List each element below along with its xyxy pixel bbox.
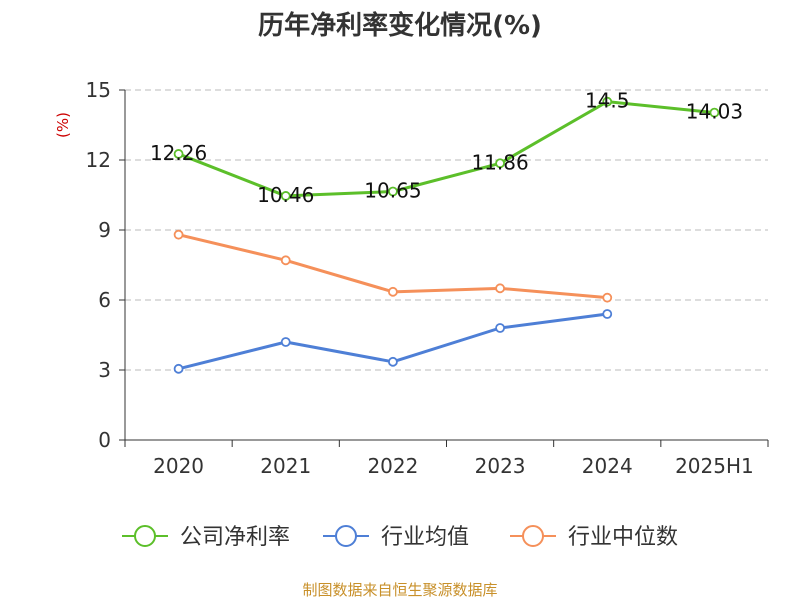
series-group xyxy=(173,96,720,374)
series-line-0 xyxy=(177,100,716,198)
data-point xyxy=(173,229,184,240)
data-point xyxy=(388,186,398,197)
data-point xyxy=(173,363,184,374)
data-label: 12.26 xyxy=(150,141,207,165)
data-point xyxy=(280,255,291,266)
y-tick-label: 3 xyxy=(98,358,111,382)
y-axis-unit-label: (%) xyxy=(54,112,72,138)
data-point xyxy=(709,107,720,118)
y-tick-label: 9 xyxy=(98,218,111,242)
legend-marker-0 xyxy=(134,525,156,547)
data-point xyxy=(495,158,505,169)
legend-marker-1 xyxy=(335,525,357,547)
source-note: 制图数据来自恒生聚源数据库 xyxy=(302,581,497,599)
legend-label-0: 公司净利率 xyxy=(180,525,290,550)
data-label: 11.86 xyxy=(471,150,528,174)
data-point xyxy=(602,309,613,319)
data-label: 10.65 xyxy=(364,179,421,203)
legend-label-1: 行业均值 xyxy=(381,525,469,550)
data-label: 14.03 xyxy=(686,100,743,124)
data-label: 10.46 xyxy=(257,183,314,207)
x-tick-label: 2023 xyxy=(475,454,526,478)
x-tick-label: 2022 xyxy=(367,454,418,478)
data-point xyxy=(173,149,184,159)
x-tick-label: 2020 xyxy=(153,454,204,478)
y-tick-label: 0 xyxy=(98,428,111,452)
data-point xyxy=(280,337,291,347)
x-tick-label: 2025H1 xyxy=(675,454,754,478)
data-labels: 12.26 10.46 10.65 11.86 14.5 14.03 xyxy=(150,89,743,207)
y-tick-label: 6 xyxy=(98,288,111,312)
chart-title: 历年净利率变化情况(%) xyxy=(258,10,542,41)
x-tick-label: 2024 xyxy=(582,454,633,478)
data-point xyxy=(495,283,505,294)
legend: 公司净利率 行业均值 行业中位数 xyxy=(122,525,678,550)
y-tick-label: 15 xyxy=(86,78,111,102)
legend-label-2: 行业中位数 xyxy=(568,525,678,550)
data-point xyxy=(388,356,398,367)
x-tick-label: 2021 xyxy=(260,454,311,478)
data-point xyxy=(388,286,398,297)
legend-marker-2 xyxy=(522,525,544,547)
data-label: 14.5 xyxy=(585,89,630,113)
axes: 0 3 6 9 12 15 2020 2021 2022 2023 2024 2025H1 xyxy=(86,78,769,478)
data-point xyxy=(602,96,613,107)
gridlines xyxy=(125,89,768,371)
data-point xyxy=(280,191,291,201)
data-point xyxy=(495,323,505,333)
y-tick-label: 12 xyxy=(86,148,111,172)
data-point xyxy=(602,292,613,303)
